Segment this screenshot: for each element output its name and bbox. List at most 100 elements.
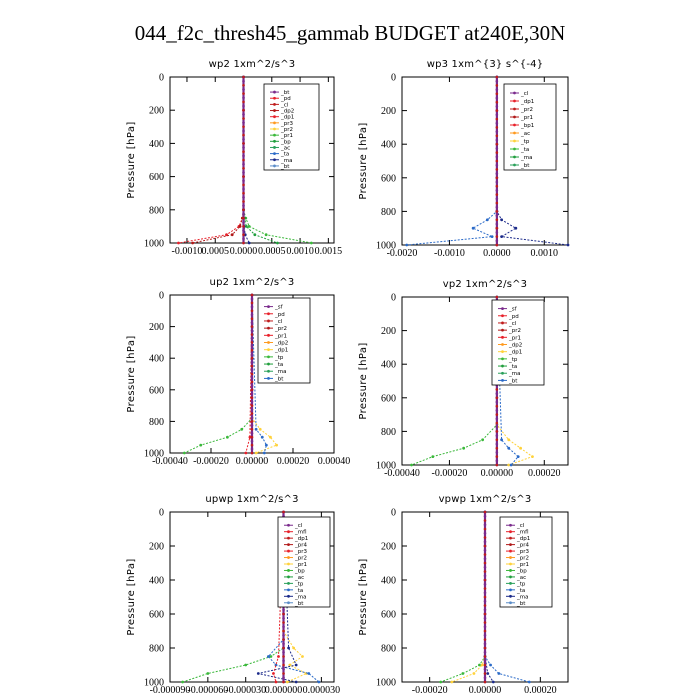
zero-profile-point — [242, 88, 245, 91]
series-point — [274, 680, 278, 684]
series-point — [181, 680, 185, 684]
zero-profile-point — [242, 175, 245, 178]
legend-marker — [287, 556, 290, 559]
legend-entry: _sf — [508, 307, 518, 313]
series-line-bp — [243, 77, 278, 244]
zero-profile-point — [250, 364, 254, 368]
y-axis-label: Pressure [hPa] — [126, 335, 137, 412]
legend-entry: _dp1 — [274, 348, 288, 354]
y-tick-label: 1000 — [144, 449, 164, 460]
series-point — [244, 225, 248, 228]
legend-marker — [501, 371, 504, 375]
series-point — [489, 663, 492, 667]
series-point — [507, 463, 511, 467]
legend-entry: _cl — [508, 321, 517, 327]
series-point — [439, 680, 443, 684]
series-point — [461, 672, 465, 675]
zero-profile-point — [483, 582, 487, 586]
zero-profile-point — [495, 197, 499, 201]
legend-entry: _bt — [520, 163, 530, 169]
zero-profile-point — [495, 413, 499, 416]
zero-profile-point — [242, 216, 245, 220]
zero-profile-point — [483, 557, 487, 561]
zero-profile-point — [250, 309, 254, 313]
zero-profile-point — [242, 96, 245, 100]
zero-profile-point — [282, 659, 285, 663]
series-point — [226, 435, 229, 439]
legend-marker — [513, 139, 516, 143]
zero-profile-point — [242, 92, 245, 95]
legend-entry: _bt — [280, 164, 290, 170]
legend-entry: _pr3 — [516, 549, 530, 555]
panel-title: wp3 1xm^{3} s^{-4} — [427, 59, 544, 70]
zero-profile-point — [483, 536, 487, 539]
legend-entry: _tp — [294, 581, 304, 587]
legend-entry: _ma — [508, 371, 520, 377]
zero-profile-point — [483, 608, 487, 612]
series-point — [514, 226, 518, 230]
legend-entry: _tp — [516, 581, 526, 587]
legend-marker — [267, 377, 270, 380]
legend-marker — [509, 562, 512, 566]
series-point — [177, 241, 180, 245]
series-point — [491, 680, 495, 684]
legend-entry: _ma — [516, 594, 528, 600]
zero-profile-point — [483, 604, 487, 607]
legend-marker — [273, 90, 276, 94]
series-point — [253, 233, 257, 237]
zero-profile-point — [483, 633, 487, 637]
zero-profile-point — [483, 599, 487, 603]
legend-entry: _dp2 — [280, 109, 294, 115]
zero-profile-point — [483, 540, 487, 544]
zero-profile-point — [495, 88, 499, 91]
x-tick-label: 0.00020 — [528, 468, 561, 479]
legend-marker — [273, 127, 276, 131]
zero-profile-point — [483, 638, 487, 641]
zero-profile-point — [495, 438, 499, 442]
zero-profile-point — [483, 625, 487, 629]
y-axis-label: Pressure [hPa] — [358, 122, 369, 199]
zero-profile-point — [495, 205, 499, 209]
legend-marker — [287, 543, 290, 547]
zero-profile-point — [242, 208, 245, 212]
zero-profile-point — [282, 680, 285, 684]
legend-marker — [273, 109, 276, 112]
zero-profile-point — [242, 179, 245, 183]
legend-marker — [273, 102, 276, 106]
zero-profile-point — [495, 180, 499, 184]
chart-panel-4: vp2 1xm^2/s^3 Pressure [hPa] 0 200 400 600 800… — [358, 279, 569, 479]
legend-marker — [513, 163, 516, 167]
x-tick-label: 0.0010 — [531, 248, 559, 259]
zero-profile-point — [282, 510, 285, 514]
y-tick-label: 800 — [149, 644, 164, 655]
legend-marker — [509, 523, 512, 527]
legend-marker — [513, 107, 516, 111]
zero-profile-point — [495, 421, 499, 425]
series-point — [191, 241, 195, 245]
legend-entry: _tp — [508, 357, 518, 363]
zero-profile-point — [483, 667, 487, 671]
zero-profile-point — [483, 672, 487, 675]
legend-entry: _bp1 — [520, 123, 534, 129]
series-point — [199, 443, 203, 447]
zero-profile-point — [495, 155, 499, 159]
series-point — [431, 455, 435, 458]
zero-profile-point — [242, 167, 245, 170]
legend-entry: _mfl — [294, 530, 307, 536]
zero-profile-point — [242, 200, 245, 203]
series-point — [480, 663, 484, 667]
zero-profile-point — [250, 380, 254, 384]
legend-marker — [287, 581, 290, 585]
y-tick-label: 1000 — [376, 678, 396, 689]
series-point — [240, 427, 244, 431]
series-line-pr2 — [451, 512, 486, 683]
zero-profile-point — [483, 642, 487, 646]
legend-marker — [267, 326, 270, 330]
y-tick-label: 800 — [381, 427, 396, 438]
y-tick-label: 200 — [381, 326, 396, 337]
zero-profile-point — [495, 434, 499, 437]
legend-marker — [287, 530, 290, 534]
y-tick-label: 400 — [149, 354, 164, 365]
y-tick-label: 200 — [381, 106, 396, 117]
y-tick-label: 200 — [381, 542, 396, 553]
